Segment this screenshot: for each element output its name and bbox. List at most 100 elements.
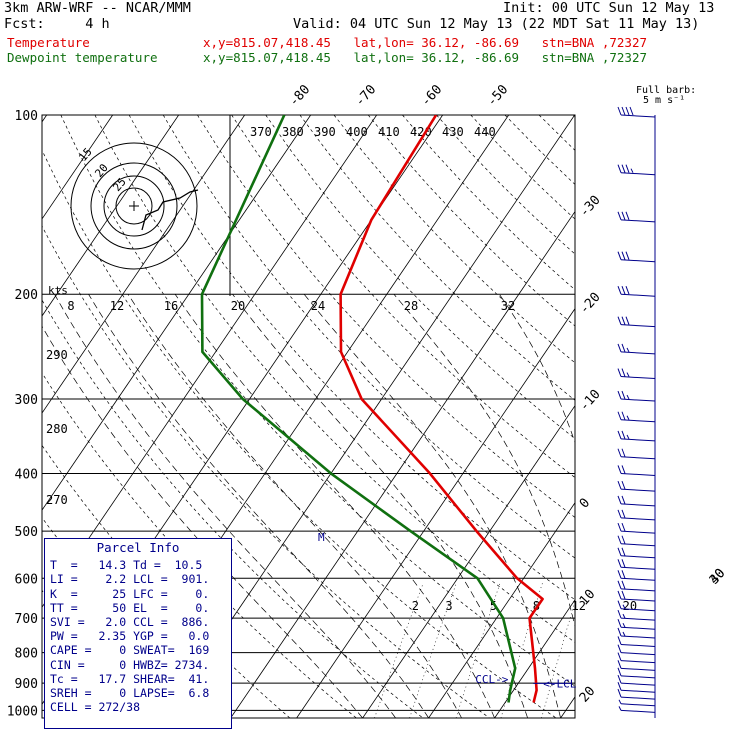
isotherm-label: -10 <box>577 387 604 414</box>
wind-barb-half <box>622 613 626 619</box>
parcel-marker: M <box>318 531 325 544</box>
isotherm-label: -60 <box>419 82 446 109</box>
wind-barbs: Full barb:5 m s⁻¹ <box>617 85 696 718</box>
wind-barb <box>617 590 656 602</box>
wind-barb <box>617 286 656 297</box>
wind-barb-half <box>626 434 630 440</box>
isotherm-line <box>296 307 575 718</box>
wind-barb-staff <box>620 660 656 664</box>
barb-legend-value: 5 m s⁻¹ <box>643 95 685 106</box>
wind-barb-flag <box>617 286 622 295</box>
wind-barb <box>617 619 656 630</box>
wind-barb-half <box>622 604 626 609</box>
isotherm-line <box>362 404 575 718</box>
wind-barb <box>618 706 656 713</box>
isotherm-line <box>164 115 575 718</box>
wind-barb <box>617 535 656 547</box>
pressure-label: 100 <box>15 109 38 124</box>
wind-barb-flag <box>621 390 626 400</box>
wind-barb-half <box>618 706 622 711</box>
wind-barb <box>617 390 656 402</box>
axis-labels: 100 200 300 400 500 600 700 800 900 1000 -80 -70 -60… <box>7 82 729 719</box>
isotherm-line <box>230 210 575 718</box>
moist-adiabat <box>42 325 363 718</box>
wind-barb <box>617 636 656 647</box>
wind-barb-staff <box>620 588 656 592</box>
wind-barb-flag <box>617 251 622 260</box>
theta-e-label: 430 <box>442 125 464 139</box>
wind-barb-flag <box>621 495 626 505</box>
wind-barb-flag <box>617 609 622 619</box>
wind-barb-flag <box>621 547 626 556</box>
pressure-label: 900 <box>15 677 38 692</box>
isotherm-line <box>42 115 378 608</box>
wind-barb-flag <box>617 688 622 698</box>
pressure-label: 1000 <box>7 704 38 719</box>
pressure-label: 600 <box>15 572 38 587</box>
mixing-ratio-label: 20 <box>623 599 637 613</box>
wind-barb <box>617 411 656 423</box>
hodograph-ring <box>70 142 198 270</box>
wind-barb <box>617 644 656 656</box>
moist-adiabat <box>174 293 495 718</box>
wind-barb-flag <box>621 286 626 295</box>
hodograph-trace <box>141 189 199 231</box>
wind-barb-flag <box>617 448 622 457</box>
wind-barb-flag <box>621 430 626 440</box>
theta-label: 290 <box>46 348 68 362</box>
wind-barb-staff <box>620 689 656 693</box>
wind-barb-flag <box>617 600 622 609</box>
wind-barb-flag <box>621 316 626 325</box>
wind-barb-flag <box>617 411 622 420</box>
wind-barb-flag <box>617 682 622 691</box>
wind-barb-half <box>622 622 626 628</box>
wind-barb-flag <box>617 316 622 325</box>
wind-barb-staff <box>620 438 656 442</box>
hodograph-ring-label: 20 <box>92 161 110 180</box>
hodograph-speed-label: 12 <box>110 299 124 313</box>
wind-barb <box>617 448 656 460</box>
ccl-label: CCL-> <box>475 673 508 686</box>
wind-barb <box>617 251 656 263</box>
moist-adiabat <box>54 294 396 718</box>
wind-barb-flag <box>617 465 622 474</box>
wind-barb-staff <box>620 398 656 402</box>
wind-barb-flag <box>621 535 626 544</box>
wind-barb-staff <box>620 219 656 223</box>
parcel-info-title: Parcel Info <box>96 540 180 555</box>
plot-border <box>41 114 576 719</box>
wind-barb <box>617 674 656 686</box>
temperature-location: x,y=815.07,418.45 lat,lon= 36.12, -86.69… <box>203 35 648 50</box>
isotherm-label: -20 <box>577 290 604 317</box>
hodograph-units: kts <box>48 284 68 297</box>
wind-barb-flag <box>617 343 622 353</box>
pressure-label: 400 <box>15 467 38 482</box>
wind-barb-flag <box>621 570 626 579</box>
wind-barb-flag <box>617 644 622 653</box>
wind-barb-flag <box>621 211 626 221</box>
wind-barb-flag <box>617 480 622 490</box>
wind-barb-flag <box>617 570 622 579</box>
mixing-ratio-label: 12 <box>572 599 586 613</box>
theta-e-label: 440 <box>474 125 496 139</box>
wind-barb <box>617 559 656 570</box>
wind-barb-staff <box>620 517 656 521</box>
hodograph-ring-label: 25 <box>110 175 128 194</box>
hodograph-ring-label: 15 <box>76 145 94 164</box>
hodograph-speed-label: 24 <box>311 299 325 313</box>
wind-barb-staff <box>620 472 656 476</box>
parcel-info-row: TT = 50 EL = 0. <box>50 600 210 615</box>
wind-barb-flag <box>617 580 622 590</box>
mixing-ratio-label: 2 <box>412 599 419 613</box>
wind-barb-flag <box>617 652 622 661</box>
dewpoint-line <box>200 115 517 703</box>
wind-barb <box>617 652 656 664</box>
wind-barb-flag <box>617 390 622 400</box>
wind-barb-staff <box>620 419 656 423</box>
parcel-info-row: T = 14.3 Td = 10.5 <box>50 558 203 573</box>
hodograph-ring <box>103 175 165 237</box>
wind-barb <box>617 600 656 612</box>
theta-e-label: 400 <box>346 125 368 139</box>
wind-barb-flag <box>621 509 626 519</box>
dewpoint-legend: Dewpoint temperature <box>7 50 158 65</box>
